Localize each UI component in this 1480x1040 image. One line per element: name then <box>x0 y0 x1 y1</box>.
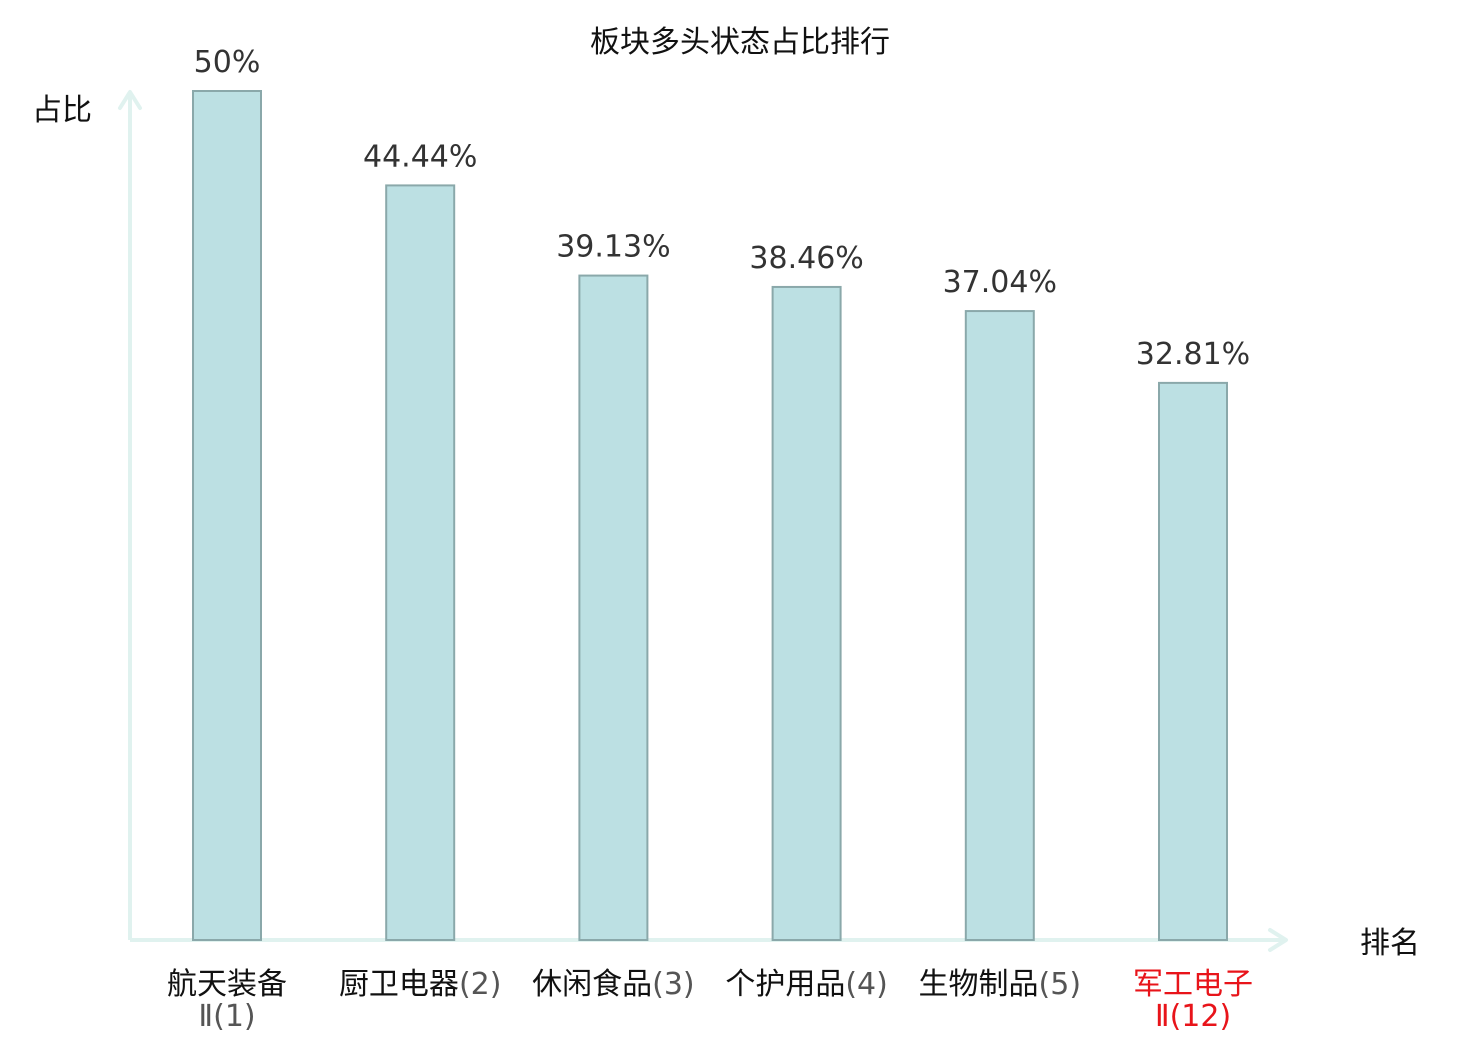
bar <box>192 90 262 941</box>
category-rank: (3) <box>652 967 695 1002</box>
value-labels: 50% 44.44% 39.13% 38.46% 37.04% 32.81% <box>194 45 1251 372</box>
category-rank: (2) <box>459 967 502 1002</box>
category-name: 生物制品 <box>919 967 1039 1002</box>
value-label: 37.04% <box>943 265 1057 300</box>
x-axis-label: 排名 <box>1360 926 1420 961</box>
category-name: 厨卫电器 <box>339 967 459 1002</box>
y-axis-label: 占比 <box>32 93 92 128</box>
category-rank: (5) <box>1039 967 1082 1002</box>
category-label: 生物制品(5) <box>919 967 1082 1002</box>
value-label: 44.44% <box>363 139 477 174</box>
category-label: 航天装备 <box>167 967 287 1002</box>
value-label: 39.13% <box>556 230 670 265</box>
bar <box>385 184 456 941</box>
category-label: 军工电子 <box>1133 967 1253 1002</box>
value-label: 50% <box>194 45 261 80</box>
category-label: 休闲食品(3) <box>532 967 695 1002</box>
category-rank: Ⅱ(1) <box>198 999 255 1034</box>
y-axis-arrow <box>118 90 142 110</box>
value-label: 38.46% <box>749 241 863 276</box>
category-name: 休闲食品 <box>532 967 652 1002</box>
bar <box>964 310 1035 941</box>
category-label: 厨卫电器(2) <box>339 967 502 1002</box>
chart-title: 板块多头状态占比排行 <box>590 25 890 60</box>
category-name: 个护用品 <box>725 967 845 1002</box>
bar <box>1158 381 1228 941</box>
x-axis-arrow <box>1268 928 1288 952</box>
category-label: 个护用品(4) <box>725 967 888 1002</box>
category-rank: Ⅱ(12) <box>1155 999 1231 1034</box>
bars <box>192 90 1228 942</box>
value-label: 32.81% <box>1136 337 1250 372</box>
axes <box>118 90 1288 952</box>
bar <box>771 285 842 941</box>
category-rank: (4) <box>845 967 888 1002</box>
bar <box>578 274 649 942</box>
